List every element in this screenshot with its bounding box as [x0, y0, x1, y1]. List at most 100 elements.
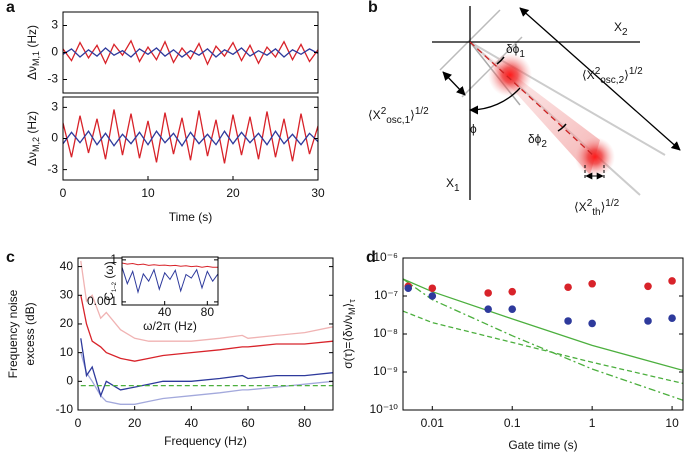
data-point: [588, 279, 596, 288]
y-tick-label: 1: [110, 252, 117, 266]
x-tick-label: 20: [226, 186, 240, 200]
plot: [80, 260, 333, 405]
label-part: 1: [454, 183, 460, 194]
label-part: τ: [347, 299, 357, 303]
x-tick-label: 40: [185, 416, 199, 430]
x-tick-label: 60: [241, 416, 255, 430]
y-tick-label: -3: [47, 72, 58, 86]
label-part: osc,1: [386, 115, 410, 126]
label-part: 2: [381, 106, 387, 117]
x-axis-label: Frequency (Hz): [164, 434, 247, 448]
diagram-label: ⟨X2osc,1⟩1/2: [368, 106, 429, 126]
data-line: [403, 310, 683, 385]
plot: [63, 109, 318, 164]
data-point: [644, 317, 652, 325]
y-tick-label: 0.001: [87, 294, 117, 308]
label-part: 2: [595, 66, 601, 77]
data-point: [484, 289, 492, 297]
label-part: X: [446, 176, 454, 190]
label-part: C: [102, 292, 116, 301]
y-axis-label: ΔνM,1 (Hz): [25, 25, 41, 80]
label-part: (ω): [102, 261, 116, 282]
y-axis-label: Frequency noise: [6, 289, 20, 378]
label-part: ⟨X: [574, 200, 587, 214]
panel-label: a: [6, 0, 15, 16]
label-part: ⟩: [341, 303, 355, 308]
data-line: [122, 267, 218, 294]
y-tick-label: 0: [51, 45, 58, 59]
label-part: 2: [587, 198, 593, 209]
x-tick-label: 10: [141, 186, 155, 200]
label-part: ⟨X: [582, 68, 595, 82]
label-part: (Hz): [25, 111, 39, 137]
diagram-label: δϕ1: [506, 42, 525, 59]
chart: -3 0 3 ΔνM,1 (Hz): [25, 11, 319, 94]
y-tick-label: 10: [60, 345, 74, 359]
y-tick-label: 10⁻⁹: [373, 364, 398, 378]
panel-label: c: [6, 249, 15, 266]
data-point: [668, 277, 676, 285]
diagram-label: ⟨X2th⟩1/2: [574, 198, 620, 218]
label-part: 1/2: [629, 66, 643, 77]
data-line: [403, 278, 683, 401]
x-tick-label: 80: [201, 305, 215, 319]
panel-label: b: [368, 0, 378, 16]
label-part: 1/2: [415, 106, 429, 117]
label-part: ⟩: [410, 108, 415, 122]
label-part: M,2: [31, 137, 41, 152]
label-part: ⟩: [601, 200, 606, 214]
label-part: σ(τ)=⟨δν/ν: [341, 315, 355, 369]
plot: [122, 262, 218, 294]
label-part: 2: [541, 139, 547, 150]
phase-diagram: [432, 6, 681, 200]
y-tick-label: 10⁻¹⁰: [370, 402, 399, 416]
data-line: [403, 278, 683, 372]
plot-area: [63, 12, 318, 93]
diagram-label: X1: [446, 176, 460, 193]
data-point: [428, 284, 437, 293]
label-part: X: [614, 20, 622, 34]
y-tick-label: -3: [47, 162, 58, 176]
data-point: [668, 314, 676, 323]
chart: 10⁻¹⁰ 10⁻⁹ 10⁻⁸ 10⁻⁷ 10⁻⁶ 0.01 0.1 1 10 Gate time…: [341, 250, 684, 452]
y-tick-label: 20: [60, 316, 74, 330]
label-part: 1/2: [605, 198, 619, 209]
plot: [403, 277, 683, 401]
label-part: osc,2: [600, 75, 624, 86]
y-tick-label: 0: [66, 373, 73, 387]
panel-label: d: [366, 249, 376, 266]
label-part: Δν: [25, 152, 39, 166]
label-part: M,1: [31, 51, 41, 66]
x-tick-label: 30: [311, 186, 325, 200]
diagram-label: ⟨X2osc,2⟩1/2: [582, 66, 643, 86]
diagram-label: ϕ: [470, 122, 477, 136]
data-point: [564, 317, 572, 325]
x-tick-label: 0.1: [504, 416, 521, 430]
axes-frame: [121, 256, 219, 306]
y-tick-label: 30: [60, 287, 74, 301]
y-tick-label: 10⁻⁷: [374, 288, 398, 302]
x-tick-label: 0.01: [421, 416, 445, 430]
label-part: ⟨X: [368, 108, 381, 122]
x-axis-label: Gate time (s): [508, 438, 577, 452]
y-axis-label: ΔνM,2 (Hz): [25, 111, 41, 166]
label-part: 2: [622, 27, 628, 38]
y-tick-label: 0: [51, 131, 58, 145]
y-tick-label: -10: [56, 402, 74, 416]
data-line: [122, 262, 218, 268]
data-line: [80, 338, 333, 398]
y-axis-label: excess (dB): [23, 302, 37, 365]
x-tick-label: 1: [589, 416, 596, 430]
data-point: [564, 283, 572, 292]
data-point: [644, 282, 652, 291]
label-part: M: [347, 307, 357, 315]
y-tick-label: 10⁻⁸: [373, 326, 398, 340]
chart: 0.001 1 40 80 ω/2π (Hz) C1–2 (ω): [87, 252, 219, 333]
y-axis-label: C1–2 (ω): [102, 261, 117, 300]
y-tick-label: 3: [51, 18, 58, 32]
diagram-label: δϕ2: [528, 132, 547, 149]
label-part: δϕ: [506, 42, 520, 56]
x-axis-label: Time (s): [169, 210, 213, 224]
data-point: [484, 305, 492, 313]
